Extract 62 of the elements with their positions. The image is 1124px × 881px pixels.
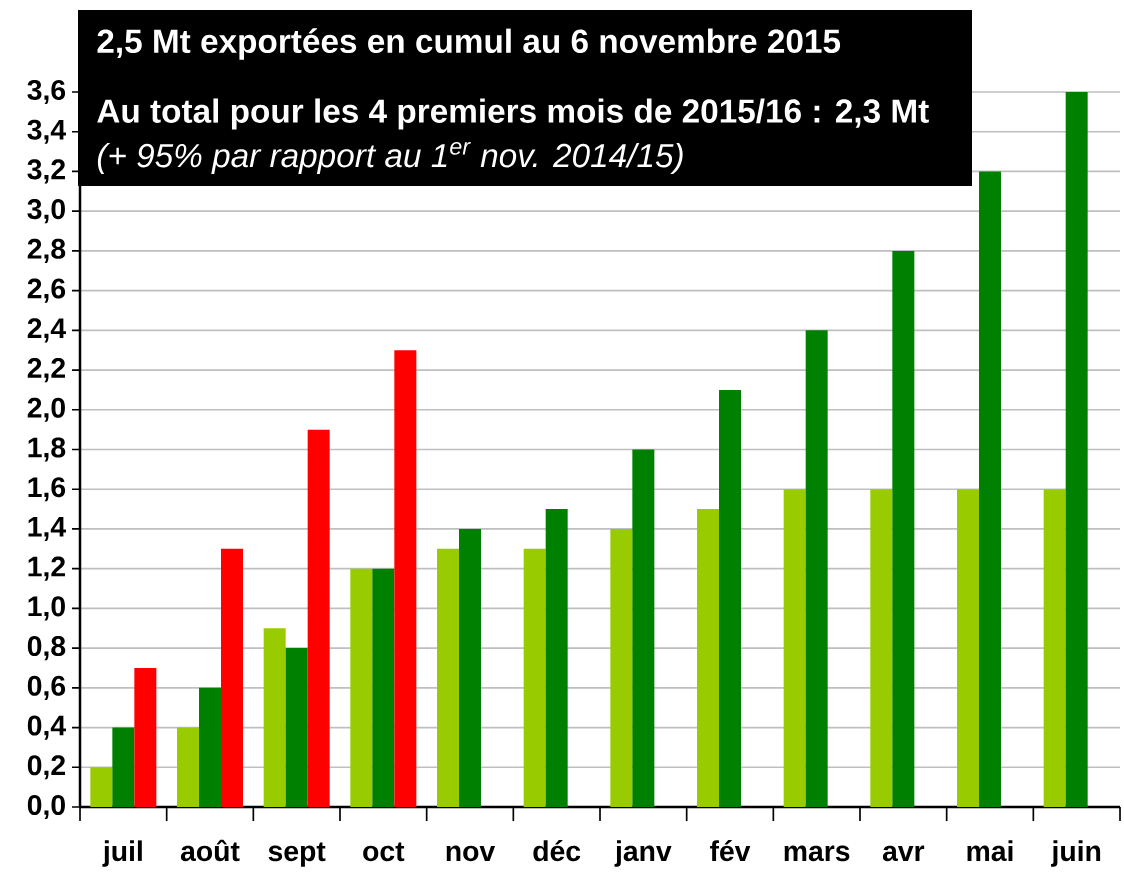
x-tick-label: déc	[533, 840, 581, 862]
x-tick-label: août	[180, 839, 240, 862]
bar	[805, 330, 828, 807]
bar	[112, 727, 135, 807]
bar	[221, 548, 244, 807]
y-tick-label: 3,4	[27, 119, 66, 144]
y-tick-label: 0,2	[27, 755, 65, 780]
y-tick-label: 2,2	[27, 357, 65, 383]
bar	[134, 667, 157, 807]
y-tick-label: 2,0	[27, 397, 65, 422]
y-tick-label: 1,8	[28, 437, 66, 462]
bar	[892, 250, 915, 807]
bar	[437, 548, 460, 807]
y-tick-label: 2,4	[27, 318, 66, 343]
bar	[610, 528, 633, 807]
x-tick-label: juil	[102, 840, 142, 867]
bar	[307, 429, 330, 807]
x-tick-label: nov	[446, 845, 496, 862]
annotation: Au total pour les 4 premiers mois de 2015/16 : 2,3 Mt	[97, 98, 929, 130]
y-tick-label: 1,4	[28, 517, 66, 541]
y-tick-label: 3,0	[27, 199, 65, 224]
x-tick-label: janv	[614, 840, 672, 867]
bar	[870, 489, 893, 807]
x-tick-label: mai	[967, 840, 1013, 862]
x-tick-label: juin	[1051, 840, 1101, 867]
y-tick-label: 0,8	[27, 636, 66, 661]
bar	[1065, 92, 1088, 807]
x-tick-label: oct	[363, 842, 405, 862]
y-tick-label: 3,6	[27, 79, 66, 105]
bar	[90, 767, 113, 807]
bar	[372, 568, 395, 807]
y-tick-label: 1,2	[28, 556, 65, 581]
bar	[285, 648, 308, 807]
x-tick-label: avr	[882, 845, 925, 862]
bar	[199, 687, 221, 807]
bar	[350, 568, 373, 807]
bar	[459, 528, 481, 807]
y-tick-label: 0,6	[27, 675, 66, 700]
bar	[1043, 489, 1066, 807]
bar	[177, 727, 200, 807]
y-tick-label: 2,8	[27, 238, 66, 263]
x-tick-label: sept	[268, 842, 326, 867]
y-tick-label: 0,4	[27, 715, 66, 740]
bar	[719, 389, 742, 807]
bar	[979, 171, 1002, 807]
bar	[697, 509, 720, 807]
bar	[957, 489, 980, 807]
bar	[523, 548, 546, 807]
y-tick-label: 1,6	[28, 477, 66, 502]
y-tick-label: 0,0	[27, 794, 65, 820]
bar	[394, 350, 417, 807]
bar	[632, 449, 655, 807]
bar	[783, 489, 806, 807]
y-tick-label: 2,6	[27, 278, 66, 303]
x-tick-label: fév	[710, 840, 751, 862]
y-tick-label: 1,0	[28, 596, 65, 621]
bar	[545, 509, 568, 807]
annotation: (+ 95% par rapport au 1$^{er}$ nov. 2014/15)	[97, 141, 683, 175]
bar	[263, 628, 286, 807]
x-tick-label: mars	[784, 845, 850, 862]
text: 2,5 Mt exportées en cumul au 6 novembre 2015	[97, 28, 841, 60]
y-tick-label: 3,2	[27, 159, 65, 184]
